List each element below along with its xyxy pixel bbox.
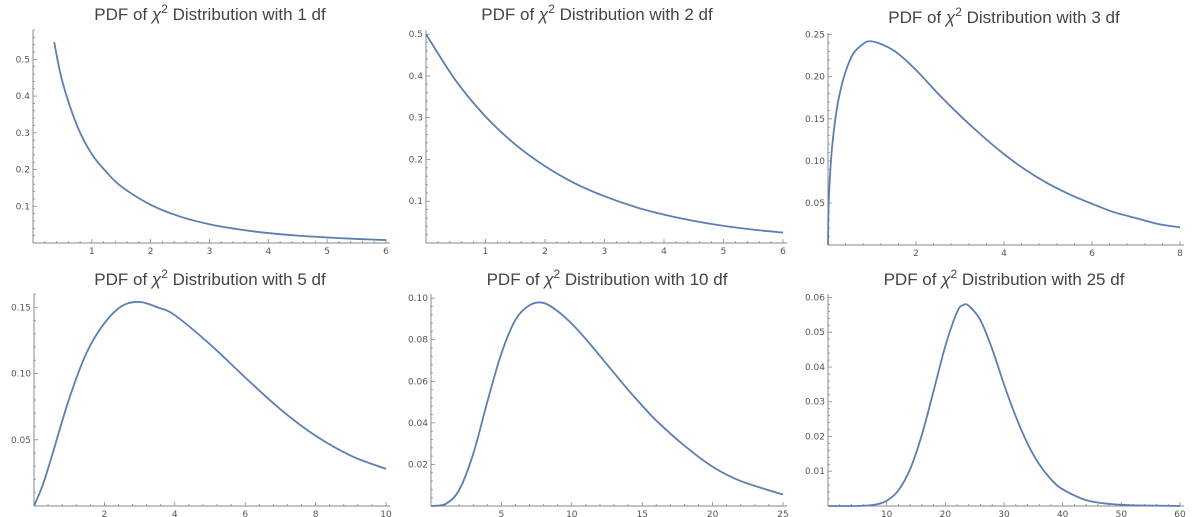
chart-panel-5df: PDF of χ2 Distribution with 5 df 2 4 6 8 10 0… — [0, 258, 397, 517]
chart-2df: PDF of χ2 Distribution with 2 df 1 2 3 4 5 6 0… — [409, 2, 787, 257]
chart-panel-3df: PDF of χ2 Distribution with 3 df 2 4 6 8 0.0… — [794, 0, 1192, 258]
y-tick-label-10df-1: 0.04 — [408, 419, 428, 429]
chart-5df: PDF of χ2 Distribution with 5 df 2 4 6 8 10 0… — [11, 267, 392, 517]
chart-title-3df: PDF of χ2 Distribution with 3 df — [888, 5, 1120, 27]
y-tick-label-10df-0: 0.02 — [408, 460, 428, 470]
y-tick-label-1df-4: 0.5 — [16, 55, 30, 65]
y-tick-label-5df-0: 0.05 — [11, 436, 31, 446]
x-tick-label-1df-3: 4 — [265, 247, 271, 257]
y-tick-label-3df-1: 0.10 — [805, 157, 825, 167]
chart-title-5df: PDF of χ2 Distribution with 5 df — [94, 267, 326, 289]
x-tick-label-10df-4: 25 — [777, 510, 788, 517]
x-tick-label-25df-0: 10 — [881, 510, 893, 517]
y-tick-label-25df-3: 0.04 — [805, 363, 825, 373]
x-tick-label-1df-4: 5 — [324, 247, 330, 257]
y-tick-label-1df-2: 0.3 — [16, 129, 30, 139]
y-tick-label-2df-3: 0.4 — [409, 72, 424, 82]
y-tick-label-5df-2: 0.15 — [11, 303, 31, 313]
y-tick-label-3df-3: 0.20 — [805, 73, 825, 83]
x-tick-label-2df-1: 2 — [542, 247, 548, 257]
x-tick-label-25df-4: 50 — [1116, 510, 1128, 517]
y-tick-label-3df-0: 0.05 — [805, 199, 825, 209]
x-tick-label-1df-1: 2 — [148, 247, 154, 257]
density-curve-5df — [33, 301, 387, 507]
x-tick-label-2df-2: 3 — [602, 247, 608, 257]
y-tick-label-2df-0: 0.1 — [409, 197, 423, 207]
y-tick-label-25df-1: 0.02 — [805, 432, 825, 442]
x-tick-label-10df-3: 20 — [707, 510, 719, 517]
y-tick-label-25df-0: 0.01 — [805, 467, 825, 477]
y-tick-label-2df-1: 0.2 — [409, 155, 423, 165]
chart-panel-25df: PDF of χ2 Distribution with 25 df 10 20 30… — [794, 258, 1192, 517]
y-tick-label-25df-2: 0.03 — [805, 398, 825, 408]
chart-title-10df: PDF of χ2 Distribution with 10 df — [487, 267, 728, 289]
y-tick-label-25df-4: 0.05 — [805, 328, 825, 338]
x-tick-label-2df-5: 6 — [780, 247, 786, 257]
chart-panel-2df: PDF of χ2 Distribution with 2 df 1 2 3 4 5 6 0… — [397, 0, 794, 258]
x-tick-label-2df-3: 4 — [661, 247, 667, 257]
x-tick-label-3df-2: 6 — [1089, 249, 1095, 258]
chart-panel-10df: PDF of χ2 Distribution with 10 df 5 10 15 2… — [397, 258, 794, 517]
y-tick-label-25df-5: 0.06 — [805, 293, 825, 303]
y-tick-label-2df-4: 0.5 — [409, 30, 423, 40]
x-tick-label-3df-1: 4 — [1001, 249, 1007, 258]
x-tick-label-3df-3: 8 — [1177, 249, 1183, 258]
y-tick-label-3df-2: 0.15 — [805, 115, 825, 125]
y-tick-label-10df-3: 0.08 — [408, 336, 428, 346]
x-tick-label-5df-2: 6 — [242, 510, 248, 517]
x-tick-label-10df-1: 10 — [566, 510, 578, 517]
y-tick-label-1df-3: 0.4 — [16, 92, 31, 102]
x-tick-label-5df-0: 2 — [102, 510, 108, 517]
x-tick-label-25df-5: 60 — [1174, 510, 1186, 517]
x-tick-label-25df-2: 30 — [998, 510, 1010, 517]
x-tick-label-10df-0: 5 — [499, 510, 505, 517]
x-tick-label-1df-2: 3 — [207, 247, 213, 257]
y-tick-label-2df-2: 0.3 — [409, 114, 423, 124]
y-tick-label-3df-4: 0.25 — [805, 31, 825, 41]
x-tick-label-25df-3: 40 — [1057, 510, 1069, 517]
x-tick-label-10df-2: 15 — [636, 510, 647, 517]
x-tick-label-2df-0: 1 — [483, 247, 489, 257]
y-tick-label-1df-0: 0.1 — [16, 202, 30, 212]
x-tick-label-2df-4: 5 — [721, 247, 727, 257]
density-curve-1df — [53, 41, 387, 241]
y-tick-label-1df-1: 0.2 — [16, 166, 30, 176]
x-tick-label-5df-3: 8 — [313, 510, 319, 517]
chart-10df: PDF of χ2 Distribution with 10 df 5 10 15 2… — [408, 267, 789, 517]
chart-title-2df: PDF of χ2 Distribution with 2 df — [481, 2, 713, 24]
y-tick-label-10df-2: 0.06 — [408, 377, 428, 387]
x-tick-label-1df-5: 6 — [383, 247, 389, 257]
density-curve-2df — [425, 33, 784, 234]
chart-panel-1df: PDF of χ2 Distribution with 1 df 1 2 3 4 5 6 0… — [0, 0, 397, 258]
density-curve-25df — [828, 303, 1181, 507]
x-tick-label-5df-4: 10 — [380, 510, 392, 517]
chart-title-25df: PDF of χ2 Distribution with 25 df — [884, 267, 1125, 289]
density-curve-3df — [827, 40, 1181, 246]
chart-1df: PDF of χ2 Distribution with 1 df 1 2 3 4 5 6 0… — [16, 2, 390, 257]
density-curve-10df — [430, 301, 784, 507]
x-tick-label-25df-1: 20 — [940, 510, 952, 517]
chart-25df: PDF of χ2 Distribution with 25 df 10 20 30… — [805, 267, 1186, 517]
chart-3df: PDF of χ2 Distribution with 3 df 2 4 6 8 0.0… — [805, 5, 1184, 258]
y-tick-label-10df-4: 0.10 — [408, 294, 428, 304]
x-tick-label-1df-0: 1 — [89, 247, 95, 257]
x-tick-label-5df-1: 4 — [172, 510, 178, 517]
x-tick-label-3df-0: 2 — [913, 249, 919, 258]
y-tick-label-5df-1: 0.10 — [11, 370, 31, 380]
chart-title-1df: PDF of χ2 Distribution with 1 df — [94, 2, 326, 24]
